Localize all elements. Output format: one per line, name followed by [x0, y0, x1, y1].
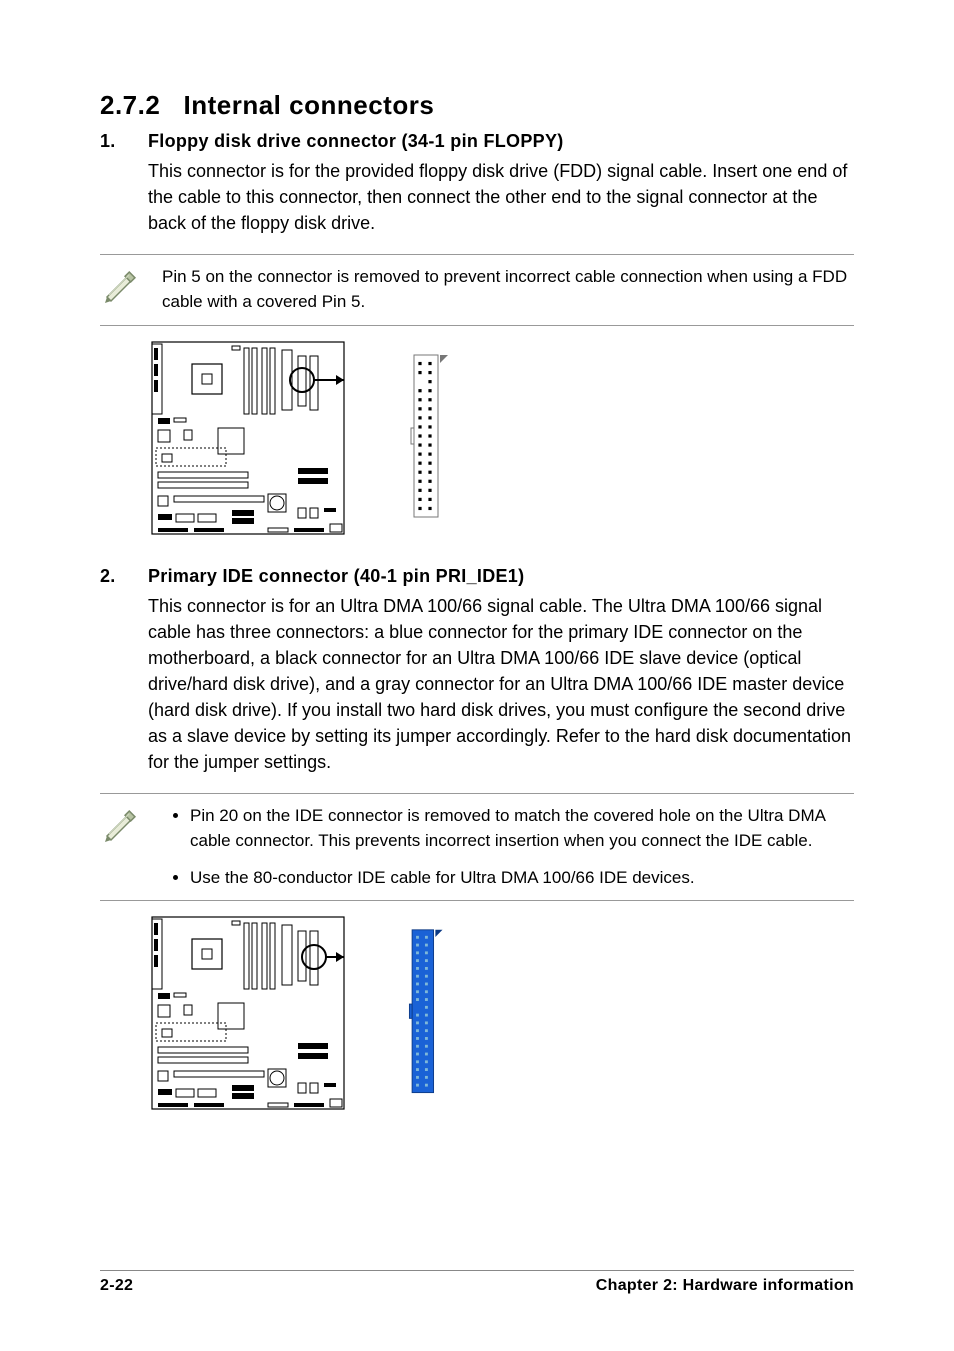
section-heading: 2.7.2 Internal connectors [100, 90, 854, 121]
item-1-diagram-row [148, 338, 854, 538]
list-item: Pin 20 on the IDE connector is removed t… [190, 804, 854, 853]
item-2-title: Primary IDE connector (40-1 pin PRI_IDE1… [148, 566, 854, 587]
item-2-number: 2. [100, 566, 130, 587]
item-2: 2. Primary IDE connector (40-1 pin PRI_I… [100, 566, 854, 1114]
item-2-header: 2. Primary IDE connector (40-1 pin PRI_I… [100, 566, 854, 587]
item-2-body: This connector is for an Ultra DMA 100/6… [148, 593, 854, 776]
footer-page-number: 2-22 [100, 1277, 133, 1295]
motherboard-diagram-1 [148, 338, 348, 538]
ide-connector-diagram [396, 928, 450, 1098]
pencil-icon [100, 804, 140, 844]
item-1-body: This connector is for the provided flopp… [148, 158, 854, 236]
motherboard-diagram-2 [148, 913, 348, 1113]
list-item: Use the 80-conductor IDE cable for Ultra… [190, 866, 854, 891]
item-2-diagram-row [148, 913, 854, 1113]
footer-chapter: Chapter 2: Hardware information [596, 1277, 854, 1295]
item-1-note: Pin 5 on the connector is removed to pre… [100, 254, 854, 325]
item-1-note-text: Pin 5 on the connector is removed to pre… [162, 265, 854, 314]
pencil-icon [100, 265, 140, 305]
section-title-text: Internal connectors [184, 90, 435, 120]
section-number: 2.7.2 [100, 90, 160, 120]
page-footer: 2-22 Chapter 2: Hardware information [100, 1270, 854, 1295]
item-2-note-text: Pin 20 on the IDE connector is removed t… [162, 804, 854, 890]
item-1-title: Floppy disk drive connector (34-1 pin FL… [148, 131, 854, 152]
item-1-header: 1. Floppy disk drive connector (34-1 pin… [100, 131, 854, 152]
item-1-number: 1. [100, 131, 130, 152]
item-2-note: Pin 20 on the IDE connector is removed t… [100, 793, 854, 901]
item-2-note-list: Pin 20 on the IDE connector is removed t… [162, 804, 854, 890]
item-1: 1. Floppy disk drive connector (34-1 pin… [100, 131, 854, 538]
floppy-connector-diagram [396, 353, 456, 523]
